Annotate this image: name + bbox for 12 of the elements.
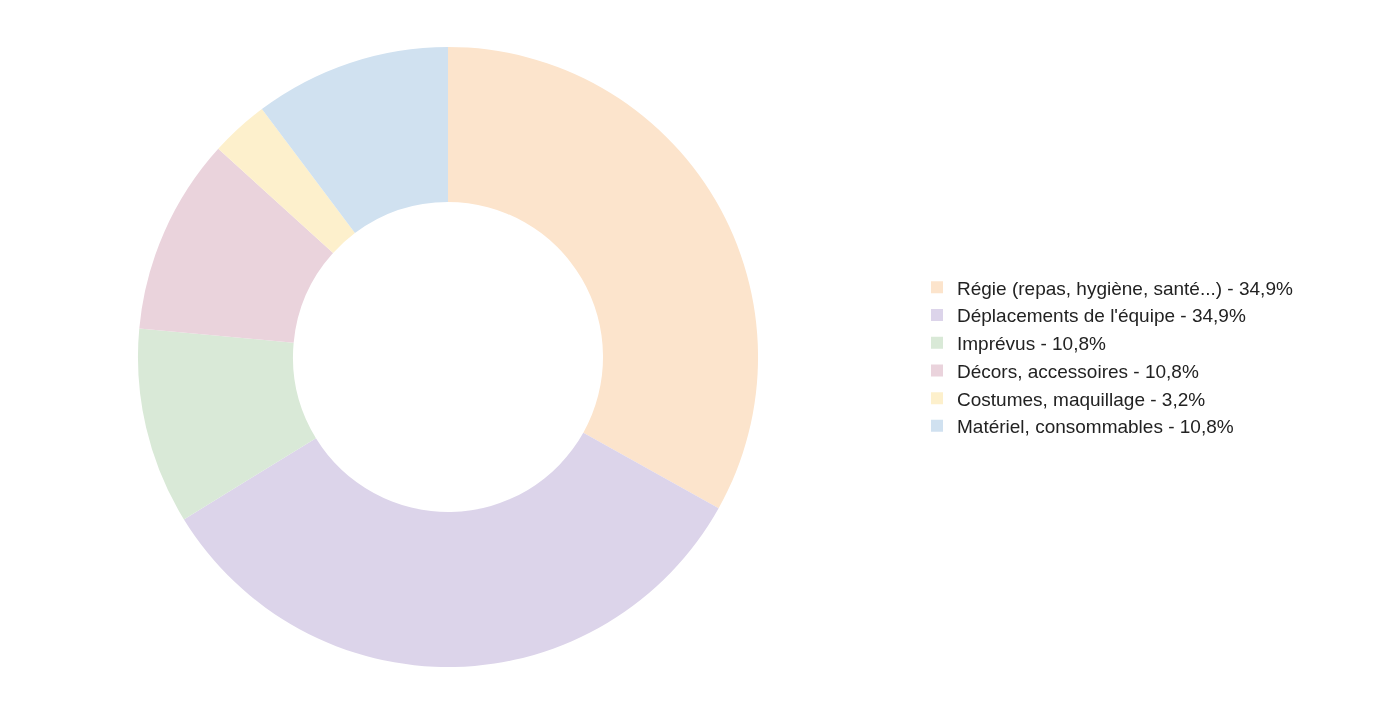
donut-slice xyxy=(183,432,719,667)
legend-label: Déplacements de l'équipe - 34,9% xyxy=(957,305,1246,327)
donut-slice xyxy=(218,109,355,253)
legend-label: Costumes, maquillage - 3,2% xyxy=(957,388,1206,410)
legend-label: Décors, accessoires - 10,8% xyxy=(957,360,1199,382)
legend-label: Imprévus - 10,8% xyxy=(957,333,1106,355)
donut-slice xyxy=(138,328,316,520)
donut-slice xyxy=(261,46,448,234)
legend-label: Régie (repas, hygiène, santé...) - 34,9% xyxy=(957,277,1293,299)
donut-slice xyxy=(139,148,334,343)
donut-slice xyxy=(448,46,758,509)
legend-label: Matériel, consommables - 10,8% xyxy=(957,416,1234,438)
